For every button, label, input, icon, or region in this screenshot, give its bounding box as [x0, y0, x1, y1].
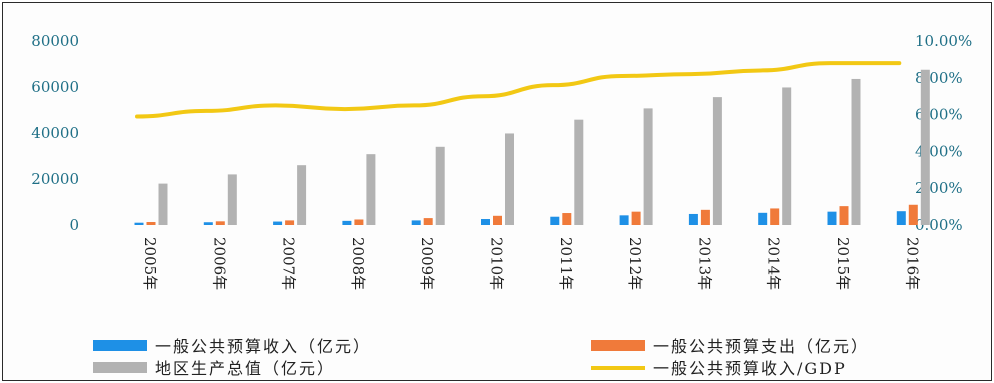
- bar-expenditure: [146, 222, 156, 225]
- bar-gdp: [643, 108, 653, 225]
- x-tick-label: 2005年: [141, 237, 159, 290]
- bar-revenue: [134, 222, 144, 225]
- y-left-tick-label: 20000: [31, 170, 79, 188]
- bar-gdp: [435, 146, 445, 225]
- bar-revenue: [411, 220, 421, 225]
- bar-revenue: [481, 219, 490, 225]
- bar-expenditure: [423, 218, 433, 225]
- y-right-tick-label: 10.00%: [915, 32, 972, 50]
- bar-revenue: [203, 222, 213, 225]
- legend-swatch: [93, 362, 147, 373]
- bar-expenditure: [908, 204, 918, 225]
- bar-revenue: [827, 211, 837, 225]
- y-left-tick-label: 80000: [31, 32, 79, 50]
- bar-gdp: [920, 69, 930, 225]
- legend-swatch: [591, 340, 645, 351]
- y-left-tick-label: 40000: [31, 124, 79, 142]
- x-tick-label: 2008年: [349, 237, 367, 290]
- bar-expenditure: [770, 208, 780, 225]
- bar-expenditure: [700, 209, 710, 225]
- bar-revenue: [619, 215, 629, 225]
- bar-gdp: [227, 174, 237, 225]
- ratio-line: [135, 61, 902, 119]
- bar-gdp: [574, 119, 584, 225]
- x-tick-label: 2007年: [280, 237, 298, 290]
- bar-expenditure: [285, 220, 295, 225]
- legend-swatch: [93, 340, 147, 351]
- bar-gdp: [505, 133, 514, 225]
- x-tick-label: 2006年: [210, 237, 228, 290]
- y-left-tick-label: 60000: [31, 78, 79, 96]
- bar-gdp: [712, 97, 722, 225]
- x-tick-label: 2013年: [695, 237, 713, 290]
- x-tick-label: 2012年: [626, 237, 644, 290]
- bar-revenue: [342, 220, 352, 225]
- x-tick-label: 2015年: [834, 237, 852, 290]
- bar-revenue: [550, 216, 560, 225]
- bar-expenditure: [631, 211, 641, 225]
- y-left-tick-label: 0: [69, 216, 79, 234]
- legend-label: 地区生产总值（亿元）: [155, 359, 335, 378]
- x-tick-label: 2011年: [557, 237, 575, 290]
- bar-revenue: [688, 213, 698, 225]
- bar-expenditure: [354, 219, 364, 225]
- bar-revenue: [896, 211, 906, 225]
- legend-label: 一般公共预算支出（亿元）: [653, 337, 869, 356]
- legend-label: 一般公共预算收入（亿元）: [155, 337, 371, 356]
- bar-gdp: [158, 183, 168, 225]
- bar-expenditure: [493, 215, 502, 225]
- bar-expenditure: [839, 206, 849, 225]
- x-tick-label: 2009年: [418, 237, 436, 290]
- combo-chart: 0200004000060000800000.00%2.00%4.00%6.00…: [31, 32, 972, 378]
- bar-expenditure: [215, 221, 225, 225]
- bar-revenue: [273, 221, 283, 225]
- legend-label: 一般公共预算收入/GDP: [653, 359, 847, 378]
- bar-expenditure: [562, 213, 572, 225]
- x-tick-label: 2010年: [488, 237, 506, 290]
- bar-gdp: [297, 165, 307, 225]
- bar-gdp: [782, 87, 792, 226]
- bar-gdp: [366, 154, 376, 225]
- bar-revenue: [758, 212, 768, 225]
- x-tick-label: 2016年: [903, 237, 921, 290]
- x-tick-label: 2014年: [765, 237, 783, 290]
- bar-gdp: [851, 78, 861, 225]
